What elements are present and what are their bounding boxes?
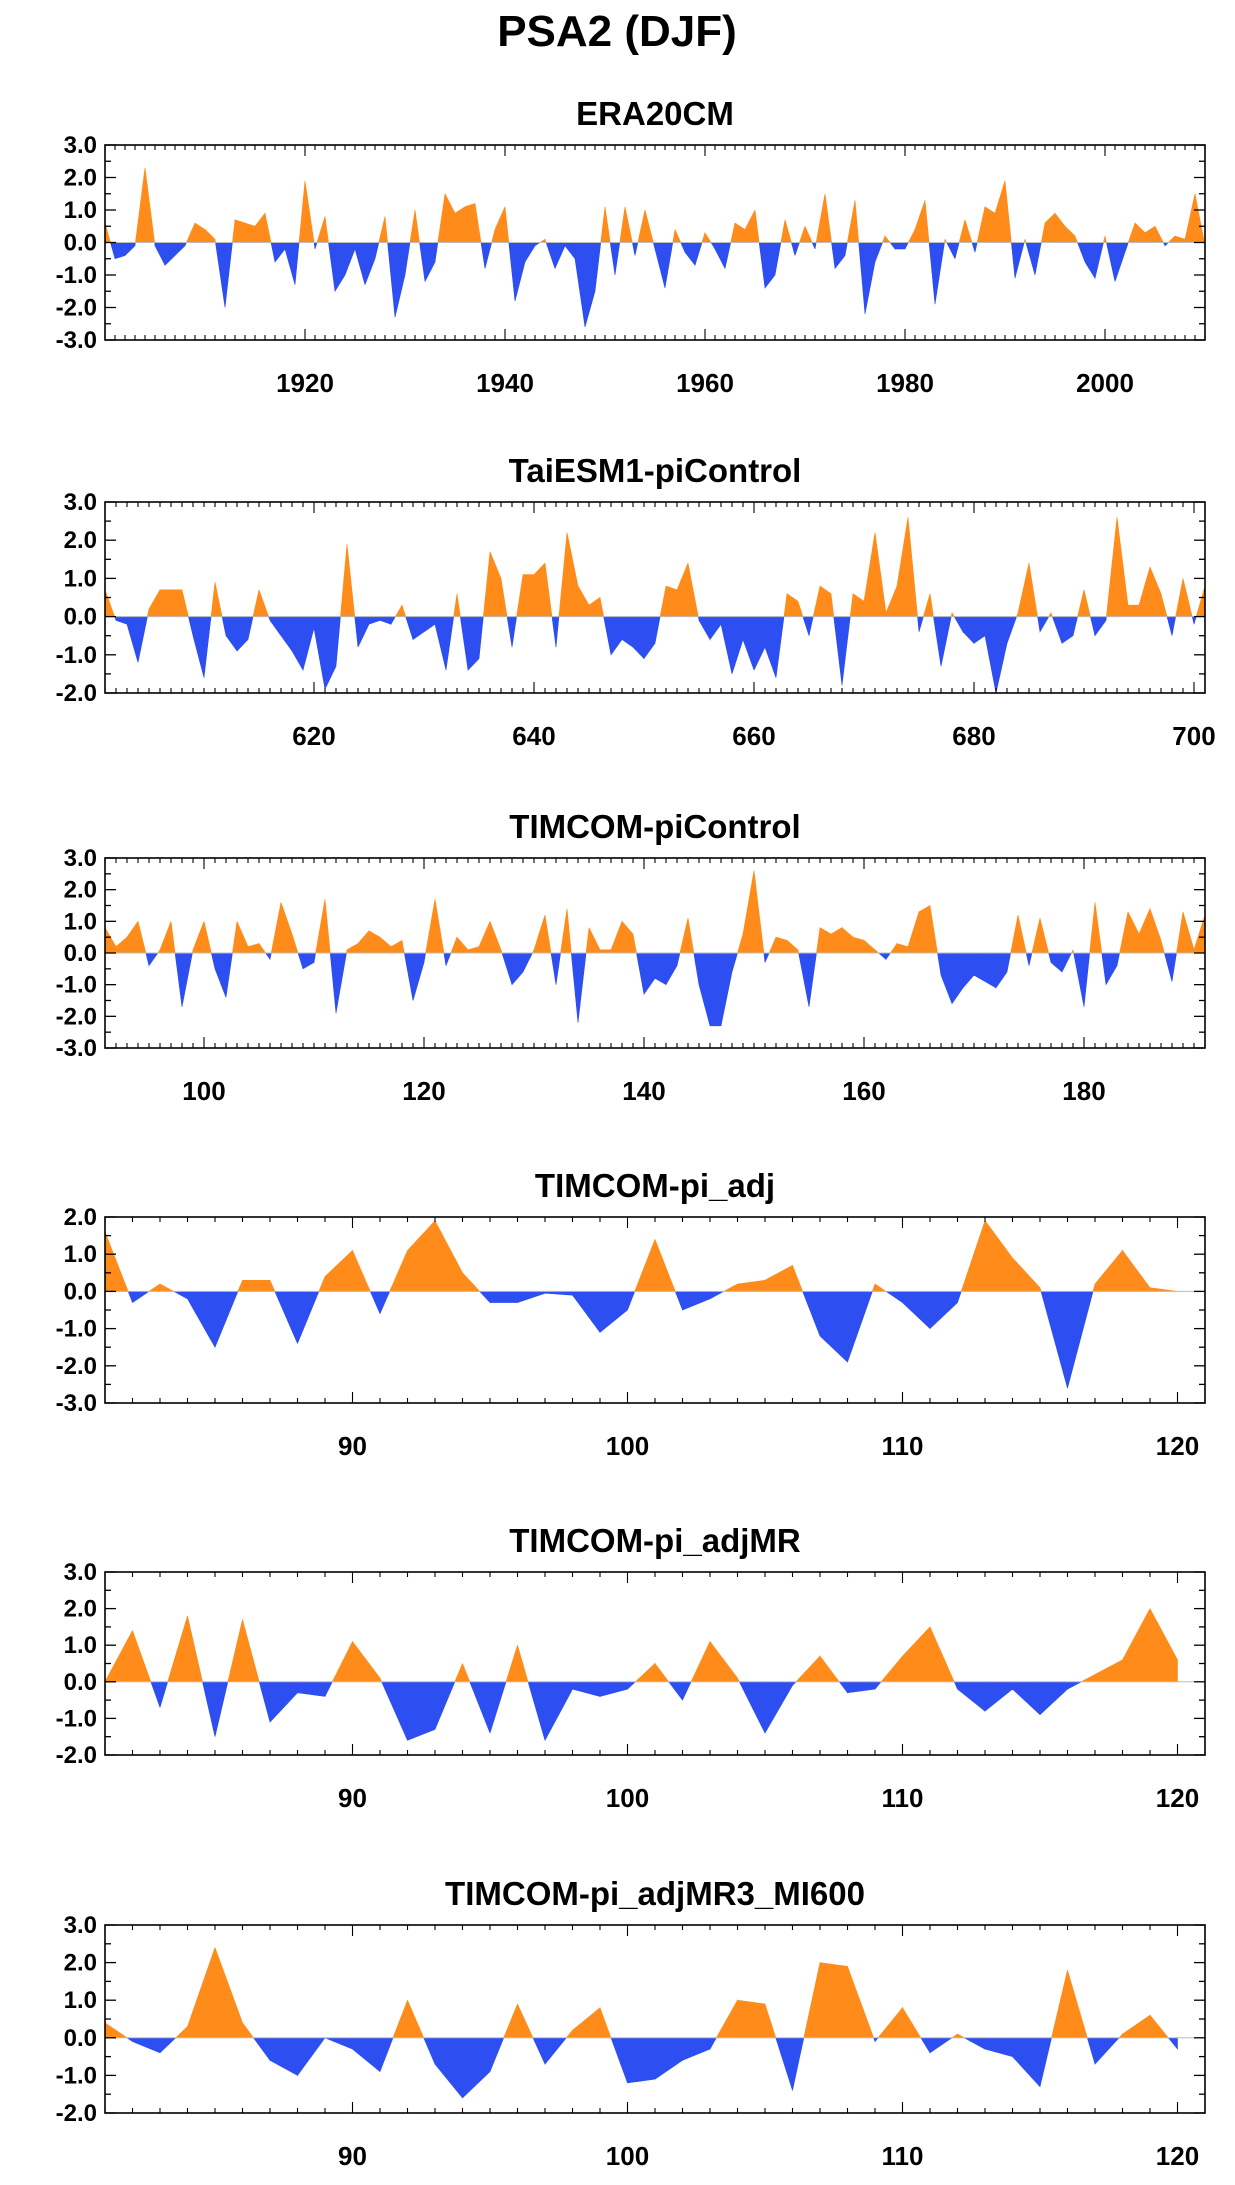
x-tick-label: 110 (882, 2141, 924, 2171)
y-tick-label: -1.0 (56, 642, 97, 669)
y-tick-label: 0.0 (64, 230, 97, 257)
positive-area (104, 167, 1205, 243)
negative-area (126, 2037, 1178, 2099)
x-tick-label: 90 (338, 1783, 367, 1813)
y-tick-label: -1.0 (56, 1705, 97, 1732)
x-tick-label: 700 (1172, 721, 1215, 751)
positive-area (104, 517, 1206, 617)
y-tick-label: 0.0 (64, 1669, 97, 1696)
x-tick-label: 1960 (676, 368, 734, 398)
x-tick-label: 140 (622, 1076, 665, 1106)
panel-1: ERA20CM 3.0 2.0 1.0 0.0 -1.0 -2.0 -3.0 1920 1940 1… (56, 95, 1206, 398)
panel-title: TIMCOM-pi_adjMR3_MI600 (445, 1875, 865, 1912)
panel-title: ERA20CM (576, 95, 734, 132)
y-tick-label: 0.0 (64, 940, 97, 967)
x-tick-label: 180 (1062, 1076, 1105, 1106)
x-tick-label: 120 (1156, 2141, 1199, 2171)
x-tick-label: 660 (732, 721, 775, 751)
panel-2: TaiESM1-piControl 3.0 2.0 1.0 0.0 -1.0 -2.0 620… (56, 452, 1216, 751)
y-tick-label: -1.0 (56, 262, 97, 289)
panel-6: TIMCOM-pi_adjMR3_MI600 3.0 2.0 1.0 0.0 -1.0 -2… (56, 1875, 1206, 2171)
y-tick-label: -1.0 (56, 2062, 97, 2089)
negative-area (110, 242, 1206, 328)
y-tick-label: 3.0 (64, 132, 97, 159)
y-tick-label: -2.0 (56, 680, 97, 707)
panel-5: TIMCOM-pi_adjMR 3.0 2.0 1.0 0.0 -1.0 -2.0 90 100… (56, 1522, 1206, 1813)
positive-area (104, 1608, 1178, 1683)
panel-3: TIMCOM-piControl 3.0 2.0 1.0 0.0 -1.0 -2.0 -3.0… (56, 808, 1206, 1106)
panel-title: TaiESM1-piControl (509, 452, 802, 489)
positive-area (104, 870, 1206, 954)
y-tick-label: -3.0 (56, 1035, 97, 1062)
y-tick-label: 3.0 (64, 489, 97, 516)
x-tick-label: 120 (1156, 1783, 1199, 1813)
x-tick-label: 120 (402, 1076, 445, 1106)
y-tick-label: 1.0 (64, 197, 97, 224)
y-tick-label: -3.0 (56, 327, 97, 354)
negative-area (145, 952, 1177, 1027)
panel-title: TIMCOM-pi_adjMR (509, 1522, 801, 1559)
x-tick-label: 100 (606, 2141, 649, 2171)
y-tick-label: 2.0 (64, 877, 97, 904)
y-tick-label: 3.0 (64, 1559, 97, 1586)
negative-area (150, 1681, 1082, 1741)
y-tick-label: -3.0 (56, 1390, 97, 1417)
negative-area (127, 1291, 1094, 1389)
x-tick-label: 1940 (476, 368, 534, 398)
x-tick-label: 110 (882, 1431, 924, 1461)
x-tick-label: 2000 (1076, 368, 1134, 398)
panel-title: TIMCOM-pi_adj (535, 1167, 775, 1204)
y-tick-label: 0.0 (64, 2025, 97, 2052)
negative-area (114, 616, 1197, 694)
y-tick-label: 2.0 (64, 1204, 97, 1231)
x-tick-label: 90 (338, 2141, 367, 2171)
y-tick-label: -2.0 (56, 1742, 97, 1769)
y-tick-label: -1.0 (56, 972, 97, 999)
y-tick-label: 0.0 (64, 1278, 97, 1305)
y-tick-label: 2.0 (64, 1596, 97, 1623)
y-tick-label: -1.0 (56, 1316, 97, 1343)
positive-area (104, 1219, 1178, 1292)
panel-title: TIMCOM-piControl (509, 808, 800, 845)
y-tick-label: 1.0 (64, 1241, 97, 1268)
y-tick-label: 3.0 (64, 845, 97, 872)
y-tick-label: 1.0 (64, 1987, 97, 2014)
panel-4: TIMCOM-pi_adj 2.0 1.0 0.0 -1.0 -2.0 -3.0 90 100 1… (56, 1167, 1206, 1461)
y-tick-label: 2.0 (64, 1950, 97, 1977)
x-tick-label: 100 (182, 1076, 225, 1106)
y-tick-label: -2.0 (56, 295, 97, 322)
x-tick-label: 100 (606, 1783, 649, 1813)
panels: ERA20CM 3.0 2.0 1.0 0.0 -1.0 -2.0 -3.0 1920 1940 1… (56, 95, 1216, 2171)
x-tick-label: 640 (512, 721, 555, 751)
y-tick-label: 1.0 (64, 908, 97, 935)
y-tick-label: 2.0 (64, 165, 97, 192)
x-tick-label: 160 (842, 1076, 885, 1106)
x-tick-label: 620 (292, 721, 335, 751)
y-tick-label: 3.0 (64, 1912, 97, 1939)
y-tick-label: -2.0 (56, 1353, 97, 1380)
x-tick-label: 120 (1156, 1431, 1199, 1461)
x-tick-label: 110 (882, 1783, 924, 1813)
y-tick-label: 1.0 (64, 565, 97, 592)
x-tick-label: 1920 (276, 368, 334, 398)
plot-frame (104, 501, 1206, 694)
x-tick-label: 100 (606, 1431, 649, 1461)
figure-title: PSA2 (DJF) (497, 7, 737, 56)
positive-area (104, 1947, 1169, 2039)
y-tick-label: -2.0 (56, 2100, 97, 2127)
x-tick-label: 680 (952, 721, 995, 751)
y-tick-label: 1.0 (64, 1632, 97, 1659)
x-tick-label: 1980 (876, 368, 934, 398)
y-tick-label: -2.0 (56, 1003, 97, 1030)
x-tick-label: 90 (338, 1431, 367, 1461)
y-tick-label: 0.0 (64, 604, 97, 631)
y-tick-label: 2.0 (64, 527, 97, 554)
